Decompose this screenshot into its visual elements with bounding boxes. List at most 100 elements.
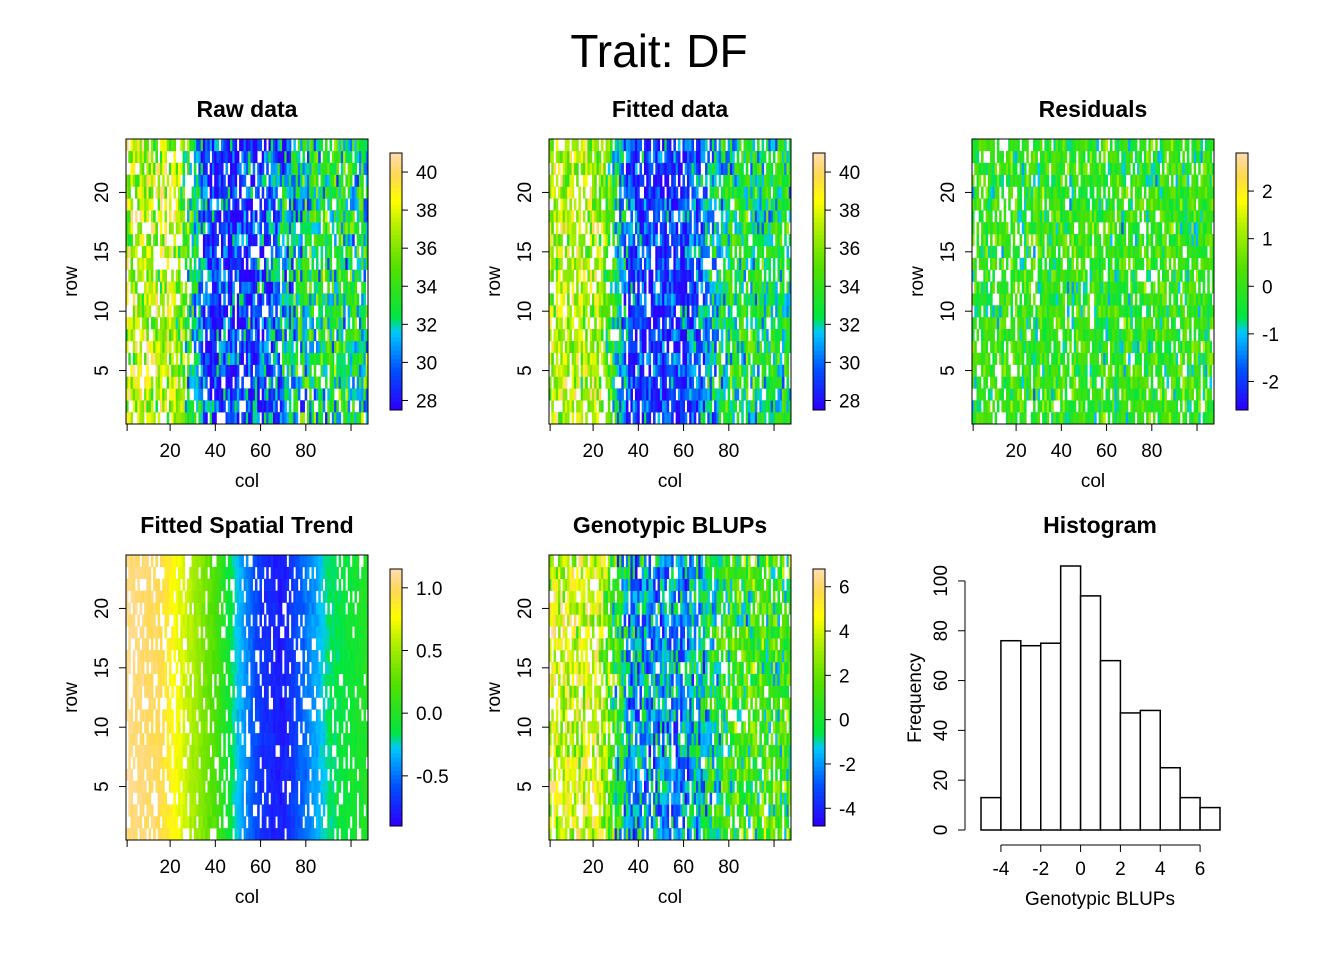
heatmap-cell xyxy=(311,186,315,199)
heatmap-cell xyxy=(1193,352,1197,365)
heatmap-cell xyxy=(750,400,753,413)
heatmap-cell xyxy=(972,329,975,342)
heatmap-cell xyxy=(562,210,566,223)
heatmap-cell xyxy=(1098,412,1102,425)
heatmap-cell xyxy=(1082,364,1086,377)
heatmap-cell xyxy=(603,174,606,187)
heatmap-cell xyxy=(576,305,579,318)
colorbar-swatch xyxy=(390,208,402,214)
heatmap-cell xyxy=(682,198,685,211)
heatmap-cell xyxy=(614,186,618,199)
heatmap-cell xyxy=(729,352,733,365)
heatmap-cell xyxy=(621,257,624,270)
heatmap-cell xyxy=(155,162,158,175)
heatmap-cell xyxy=(1010,400,1014,413)
heatmap-cell xyxy=(619,257,622,270)
heatmap-cell xyxy=(211,186,215,199)
heatmap-cell xyxy=(698,329,701,342)
heatmap-cell xyxy=(1026,340,1029,354)
heatmap-cell xyxy=(707,340,710,354)
heatmap-cell xyxy=(1003,400,1007,413)
heatmap-cell xyxy=(166,376,170,389)
heatmap-cell xyxy=(1008,400,1011,413)
heatmap-cell xyxy=(555,340,559,354)
heatmap-cell xyxy=(315,162,319,175)
heatmap-cell xyxy=(191,400,195,413)
heatmap-cell xyxy=(277,317,281,330)
heatmap-cell xyxy=(616,245,620,259)
heatmap-cell xyxy=(684,186,688,199)
heatmap-cell xyxy=(689,317,692,330)
heatmap-cell xyxy=(1073,329,1077,342)
heatmap-cell xyxy=(576,257,579,270)
heatmap-cell xyxy=(702,376,706,389)
heatmap-cell xyxy=(1080,340,1084,354)
heatmap-cell xyxy=(1035,376,1038,389)
heatmap-cell xyxy=(211,340,215,354)
heatmap-cell xyxy=(766,210,769,223)
heatmap-cell xyxy=(718,150,722,164)
heatmap-cell xyxy=(187,340,190,354)
heatmap-cell xyxy=(707,388,710,401)
heatmap-cell xyxy=(209,364,213,377)
heatmap-cell xyxy=(363,150,367,164)
heatmap-cell xyxy=(1012,376,1016,389)
heatmap-cell xyxy=(162,340,165,354)
heatmap-cell xyxy=(1121,340,1124,354)
heatmap-cell xyxy=(1091,352,1095,365)
heatmap-cell xyxy=(157,186,161,199)
heatmap-cell xyxy=(126,329,129,342)
heatmap-cell xyxy=(1157,352,1161,365)
heatmap-cell xyxy=(591,162,595,175)
heatmap-cell xyxy=(187,234,190,247)
heatmap-cell xyxy=(1033,376,1036,389)
heatmap-cell xyxy=(223,234,226,247)
heatmap-cell xyxy=(245,162,249,175)
heatmap-cell xyxy=(784,364,787,377)
heatmap-cell xyxy=(974,352,977,365)
heatmap-cell xyxy=(182,293,186,306)
heatmap-cell xyxy=(632,364,636,377)
heatmap-cell xyxy=(325,174,328,187)
heatmap-cell xyxy=(555,210,559,223)
heatmap-cell xyxy=(214,139,217,152)
heatmap-cell xyxy=(643,210,647,223)
heatmap-cell xyxy=(571,293,575,306)
heatmap-cell xyxy=(270,222,274,235)
heatmap-cell xyxy=(189,329,192,342)
heatmap-cell xyxy=(211,400,215,413)
heatmap-cell xyxy=(220,198,224,211)
heatmap-cell xyxy=(696,305,699,318)
heatmap-cell xyxy=(257,162,260,175)
heatmap-cell xyxy=(582,186,586,199)
heatmap-cell xyxy=(734,269,738,282)
heatmap-cell xyxy=(1085,364,1088,377)
heatmap-cell xyxy=(567,305,570,318)
heatmap-cell xyxy=(1039,400,1043,413)
x-tick-label: 60 xyxy=(673,441,694,462)
colorbar-swatch xyxy=(390,354,402,360)
heatmap-cell xyxy=(1053,352,1056,365)
heatmap-cell xyxy=(707,329,710,342)
heatmap-cell xyxy=(619,234,622,247)
heatmap-cell xyxy=(232,364,235,377)
heatmap-cell xyxy=(218,340,222,354)
heatmap-cell xyxy=(761,150,765,164)
heatmap-cell xyxy=(709,340,713,354)
heatmap-cell xyxy=(752,234,756,247)
heatmap-cell xyxy=(202,245,206,259)
heatmap-cell xyxy=(587,269,591,282)
heatmap-cell xyxy=(139,222,143,235)
heatmap-cell xyxy=(564,198,568,211)
heatmap-cell xyxy=(352,222,355,235)
heatmap-cell xyxy=(634,352,638,365)
heatmap-cell xyxy=(155,376,158,389)
heatmap-cell xyxy=(180,364,183,377)
heatmap-cell xyxy=(1143,352,1147,365)
heatmap-cell xyxy=(200,388,204,401)
heatmap-cell xyxy=(334,162,337,175)
heatmap-cell xyxy=(232,412,235,425)
heatmap-cell xyxy=(1186,352,1190,365)
heatmap-cell xyxy=(1014,352,1018,365)
heatmap-cell xyxy=(1198,352,1201,365)
